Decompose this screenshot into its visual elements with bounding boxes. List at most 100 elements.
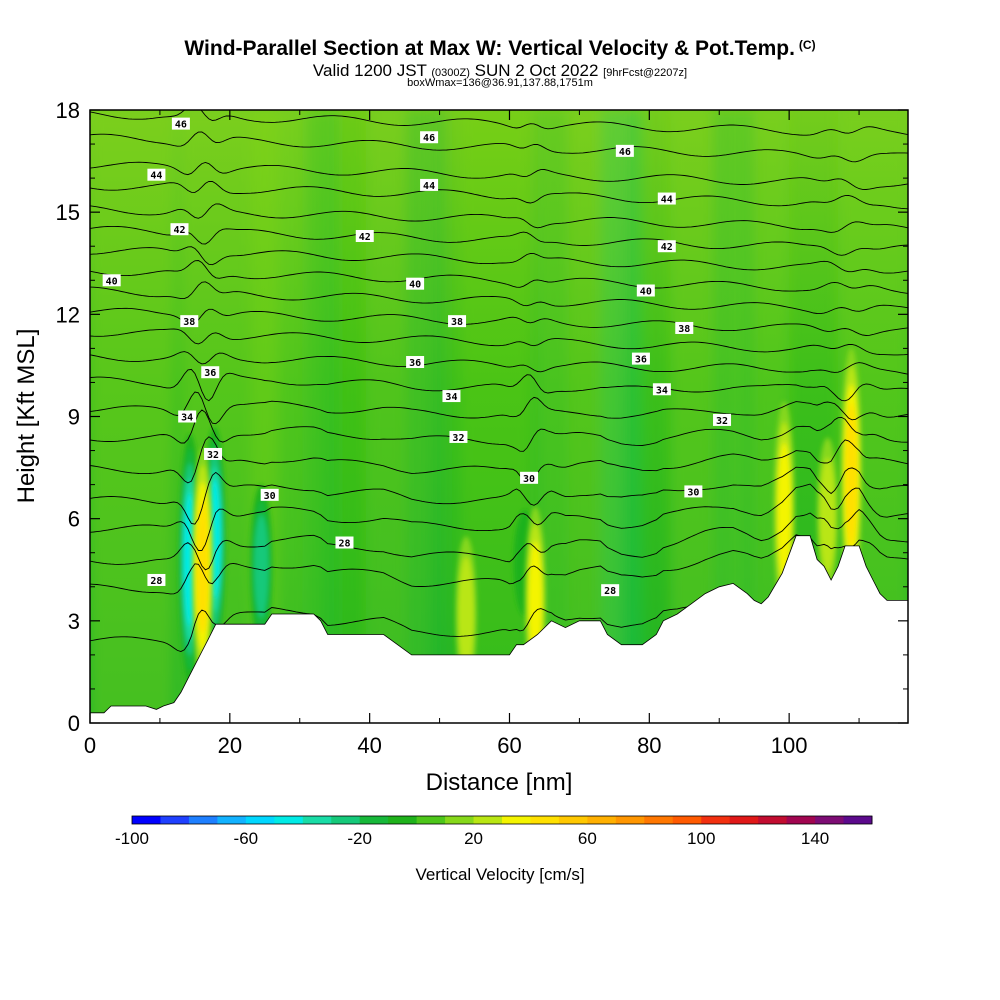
colorbar-swatch <box>615 816 645 824</box>
theta-contour-label: 44 <box>420 178 439 192</box>
colorbar-tick-label: -20 <box>347 829 372 848</box>
theta-contour-label: 38 <box>448 315 467 328</box>
theta-label-bg <box>657 240 676 253</box>
velocity-streak <box>600 110 643 723</box>
velocity-streak <box>90 110 174 723</box>
theta-label-bg <box>684 485 703 498</box>
theta-label-text: 42 <box>661 242 673 253</box>
theta-label-text: 42 <box>173 225 185 236</box>
theta-label-text: 32 <box>207 450 219 461</box>
theta-contour-label: 30 <box>520 471 539 485</box>
theta-label-text: 28 <box>604 586 616 597</box>
theta-contour-36 <box>90 351 908 375</box>
colorbar-swatch <box>473 816 503 824</box>
y-tick-label: 0 <box>68 711 80 736</box>
theta-label-text: 30 <box>523 474 535 485</box>
colorbar-swatch <box>843 816 873 824</box>
colorbar-tick-label: 140 <box>801 829 829 848</box>
theta-label-bg <box>260 488 279 501</box>
velocity-cores <box>178 347 862 695</box>
theta-contour-label: 28 <box>601 584 620 597</box>
y-tick-label: 6 <box>68 507 80 532</box>
theta-label-text: 30 <box>687 487 699 498</box>
theta-contour-46 <box>90 131 908 163</box>
colorbar-swatch <box>331 816 361 824</box>
theta-label-bg <box>102 274 121 287</box>
colorbar-swatch <box>217 816 247 824</box>
theta-label-bg <box>420 131 439 144</box>
theta-contour-label: 36 <box>631 352 650 366</box>
updraft-core-level <box>845 402 858 547</box>
theta-contour-40 <box>90 260 908 294</box>
theta-label-bg <box>335 536 354 549</box>
theta-label-text: 38 <box>183 317 195 328</box>
theta-contour-label: 42 <box>170 223 189 236</box>
theta-contour-label: 28 <box>147 573 166 587</box>
colorbar-tick-label: -60 <box>234 829 259 848</box>
updraft-core <box>840 347 862 602</box>
colorbar-swatch <box>132 816 161 824</box>
colorbar-frame <box>131 815 873 825</box>
y-tick-label: 3 <box>68 609 80 634</box>
theta-label-text: 46 <box>175 120 187 131</box>
colorbar-swatch <box>274 816 304 824</box>
colorbar-swatch <box>445 816 475 824</box>
theta-label-text: 30 <box>264 491 276 502</box>
updraft-core-level <box>458 556 474 672</box>
theta-contour-label: 40 <box>406 277 425 291</box>
theta-contour-28 <box>90 534 908 595</box>
colorbar-swatch <box>701 816 731 824</box>
updraft-core-level <box>819 457 836 573</box>
chart-subtitle: Valid 1200 JST (0300Z) SUN 2 Oct 2022 [9… <box>0 61 1000 81</box>
y-tick-label: 9 <box>68 405 80 430</box>
theta-label-bg <box>420 178 439 191</box>
x-axis-label: Distance [nm] <box>426 769 573 796</box>
colorbar-swatch <box>672 816 702 824</box>
velocity-streak <box>404 110 447 723</box>
theta-label-bg <box>178 410 197 423</box>
x-tick-label: 20 <box>218 733 242 758</box>
colorbar-swatch <box>416 816 446 824</box>
y-tick-label: 15 <box>56 200 80 225</box>
theta-contour-29 <box>90 509 908 571</box>
theta-label-bg <box>675 321 694 334</box>
theta-label-text: 46 <box>423 133 435 144</box>
theta-label-text: 40 <box>640 286 652 297</box>
theta-contour-label: 36 <box>406 356 425 369</box>
theta-contour-label: 44 <box>147 168 166 182</box>
theta-contour-44 <box>90 180 908 210</box>
theta-label-text: 36 <box>204 368 216 379</box>
theta-contour-42 <box>90 225 908 256</box>
theta-contour-label: 36 <box>201 366 220 379</box>
colorbar-swatch <box>160 816 190 824</box>
theta-contour-label: 30 <box>260 488 279 502</box>
theta-contour-label: 32 <box>204 447 223 461</box>
theta-contour-label: 38 <box>180 315 199 328</box>
theta-contour-label: 46 <box>171 117 190 131</box>
y-tick-label: 18 <box>56 98 80 123</box>
theta-contour-38 <box>90 307 908 336</box>
theta-contour-37 <box>90 328 908 356</box>
updraft-core <box>773 401 795 623</box>
theta-contour-45 <box>90 161 908 190</box>
theta-contour-label: 28 <box>335 536 354 550</box>
terrain-mask <box>90 535 908 723</box>
theta-label-bg <box>448 315 467 328</box>
valid-utc: (0300Z) <box>431 67 470 79</box>
theta-label-bg <box>201 366 220 379</box>
theta-contour-31 <box>90 466 908 525</box>
theta-contours <box>90 110 908 652</box>
theta-contour-label: 34 <box>442 390 461 403</box>
colorbar-tick-label: -100 <box>115 829 149 848</box>
theta-label-text: 36 <box>635 355 647 366</box>
theta-label-text: 34 <box>656 385 668 396</box>
theta-label-text: 36 <box>409 358 421 369</box>
x-tick-label: 40 <box>357 733 381 758</box>
colorbar-swatch <box>302 816 332 824</box>
theta-label-text: 32 <box>452 433 464 444</box>
chart-title: Wind-Parallel Section at Max W: Vertical… <box>0 37 1000 61</box>
x-axis: 0 20 40 60 80 100 <box>84 110 860 758</box>
theta-label-bg <box>171 117 190 130</box>
y-axis-label: Height [Kft MSL] <box>13 329 40 504</box>
colorbar-swatch <box>388 816 418 824</box>
